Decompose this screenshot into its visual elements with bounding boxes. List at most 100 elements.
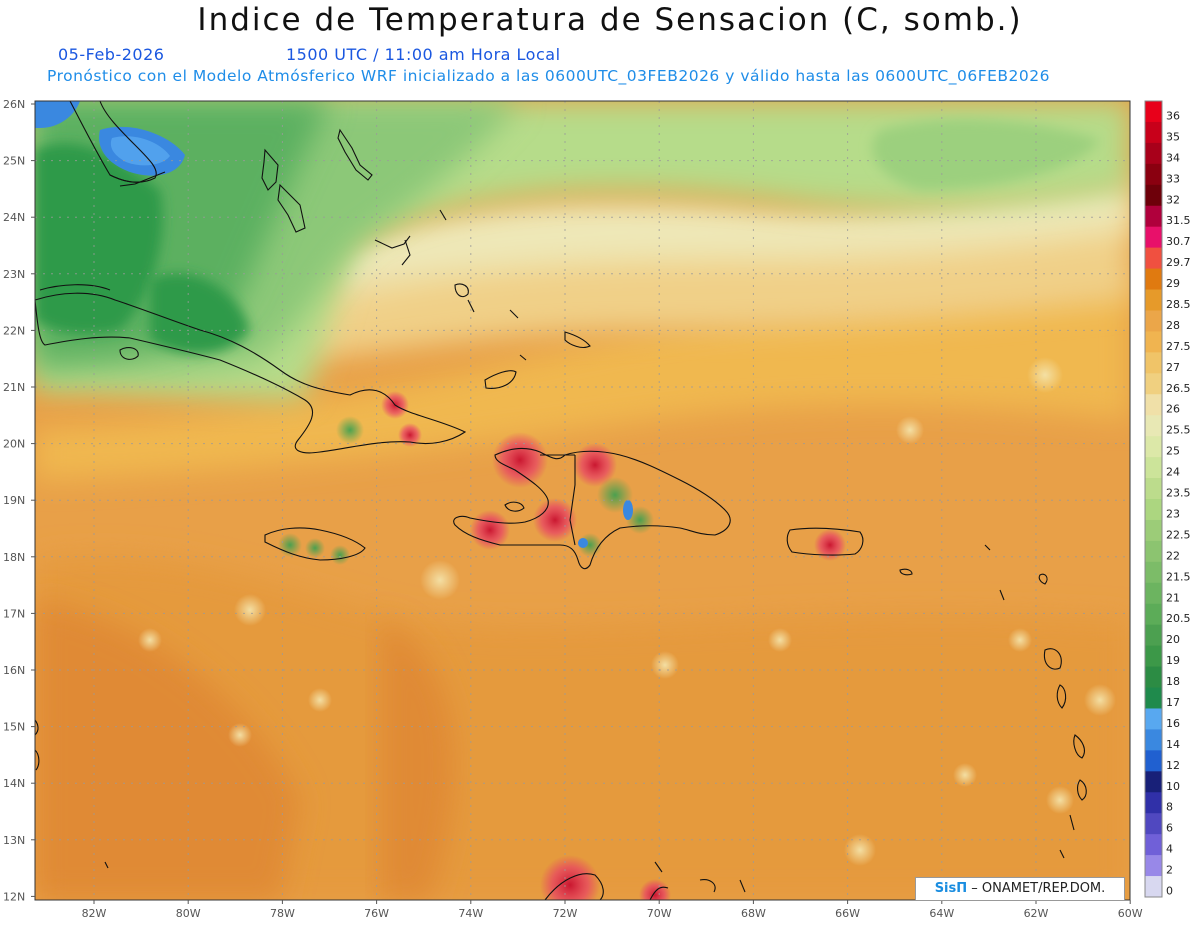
colorbar-label: 26.5	[1166, 382, 1191, 395]
lat-label: 16N	[3, 664, 25, 677]
colorbar-label: 29.7	[1166, 256, 1191, 269]
colorbar-label: 22.5	[1166, 528, 1191, 541]
colorbar-label: 23	[1166, 507, 1180, 520]
lat-label: 19N	[3, 494, 25, 507]
map-title: Indice de Temperatura de Sensacion (C, s…	[197, 2, 1023, 38]
lat-lon-grid	[35, 101, 1130, 900]
lon-label: 78W	[270, 907, 295, 920]
credit-text: – ONAMET/REP.DOM.	[971, 881, 1106, 896]
coastlines	[34, 100, 1087, 901]
colorbar-label: 35	[1166, 130, 1180, 143]
colorbar-swatch	[1145, 289, 1162, 311]
colorbar-label: 25	[1166, 445, 1180, 458]
colorbar-swatch	[1145, 666, 1162, 689]
lon-label: 74W	[458, 907, 483, 920]
colorbar-label: 0	[1166, 885, 1173, 898]
lat-label: 24N	[3, 211, 25, 224]
lat-label: 22N	[3, 324, 25, 337]
colorbar-label: 31.5	[1166, 214, 1191, 227]
colorbar-swatch	[1145, 394, 1162, 416]
lon-label: 64W	[929, 907, 954, 920]
colorbar-label: 2	[1166, 864, 1173, 877]
colorbar-label: 20.5	[1166, 612, 1191, 625]
colorbar-label: 18	[1166, 675, 1180, 688]
colorbar-label: 19	[1166, 654, 1180, 667]
lat-label: 25N	[3, 155, 25, 168]
colorbar-swatch	[1145, 771, 1162, 793]
colorbar-swatch	[1145, 708, 1162, 730]
lon-label: 62W	[1024, 907, 1049, 920]
lon-label: 60W	[1118, 907, 1143, 920]
colorbar-swatch	[1145, 226, 1162, 249]
colorbar-label: 29	[1166, 277, 1180, 290]
lon-label: 76W	[364, 907, 389, 920]
temperature-field	[35, 101, 1130, 900]
lat-label: 14N	[3, 777, 25, 790]
colorbar-swatch	[1145, 624, 1162, 647]
colorbar-swatch	[1145, 876, 1162, 898]
lat-label: 26N	[3, 98, 25, 111]
colorbar-swatch	[1145, 331, 1162, 353]
lon-label: 66W	[835, 907, 860, 920]
colorbar-swatch	[1145, 142, 1162, 165]
lon-label: 70W	[647, 907, 672, 920]
colorbar-swatch	[1145, 436, 1162, 458]
colorbar-swatch	[1145, 687, 1162, 709]
colorbar-swatch	[1145, 121, 1162, 144]
colorbar-swatch	[1145, 855, 1162, 877]
colorbar-swatch	[1145, 813, 1162, 835]
colorbar-swatch	[1145, 163, 1162, 186]
forecast-time: 1500 UTC / 11:00 am Hora Local	[286, 45, 561, 64]
lon-label: 68W	[741, 907, 766, 920]
colorbar-swatch	[1145, 268, 1162, 291]
colorbar-label: 6	[1166, 822, 1173, 835]
colorbar-swatch	[1145, 478, 1162, 500]
colorbar-swatch	[1145, 499, 1162, 521]
lon-label: 72W	[553, 907, 578, 920]
lon-label: 80W	[176, 907, 201, 920]
colorbar-swatch	[1145, 352, 1162, 374]
colorbar-label: 16	[1166, 717, 1180, 730]
colorbar-label: 34	[1166, 151, 1180, 164]
colorbar-label: 21	[1166, 591, 1180, 604]
colorbar-label: 25.5	[1166, 424, 1191, 437]
colorbar-label: 20	[1166, 633, 1180, 646]
colorbar-swatch	[1145, 373, 1162, 395]
colorbar-label: 26	[1166, 403, 1180, 416]
colorbar-label: 36	[1166, 109, 1180, 122]
credit-box: SisΠ – ONAMET/REP.DOM.	[915, 877, 1125, 901]
colorbar-label: 14	[1166, 738, 1180, 751]
latitude-labels: 26N 25N 24N 23N 22N 21N 20N 19N 18N 17N 16N 15N 14N 1…	[3, 98, 35, 903]
colorbar-swatch	[1145, 205, 1162, 228]
lat-label: 20N	[3, 438, 25, 451]
colorbar-label: 27.5	[1166, 340, 1191, 353]
colorbar-swatch	[1145, 645, 1162, 668]
colorbar-swatch	[1145, 792, 1162, 814]
colorbar-label: 30.7	[1166, 235, 1191, 248]
colorbar-frame	[1144, 100, 1163, 898]
colorbar-label: 28.5	[1166, 298, 1191, 311]
colorbar-swatch	[1145, 834, 1162, 856]
sispi-logo: SisΠ	[934, 881, 968, 896]
colorbar-swatch	[1145, 415, 1162, 437]
colorbar-swatch	[1145, 603, 1162, 626]
colorbar-label: 27	[1166, 361, 1180, 374]
colorbar-label: 4	[1166, 843, 1173, 856]
colorbar-label: 32	[1166, 193, 1180, 206]
colorbar-label: 22	[1166, 549, 1180, 562]
colorbar-swatch	[1145, 247, 1162, 270]
colorbar-label: 23.5	[1166, 487, 1191, 500]
colorbar-swatch	[1145, 101, 1162, 123]
colorbar-swatch	[1145, 561, 1162, 584]
colorbar-label: 10	[1166, 780, 1180, 793]
colorbar-swatch	[1145, 519, 1162, 542]
colorbar-label: 12	[1166, 759, 1180, 772]
colorbar-swatch	[1145, 184, 1162, 207]
lat-label: 23N	[3, 268, 25, 281]
colorbar-label: 21.5	[1166, 570, 1191, 583]
colorbar-label: 24	[1166, 466, 1180, 479]
lat-label: 15N	[3, 721, 25, 734]
lon-label: 82W	[82, 907, 107, 920]
colorbar: 363534333231.530.729.72928.52827.52726.5…	[1144, 100, 1191, 898]
lat-label: 12N	[3, 890, 25, 903]
